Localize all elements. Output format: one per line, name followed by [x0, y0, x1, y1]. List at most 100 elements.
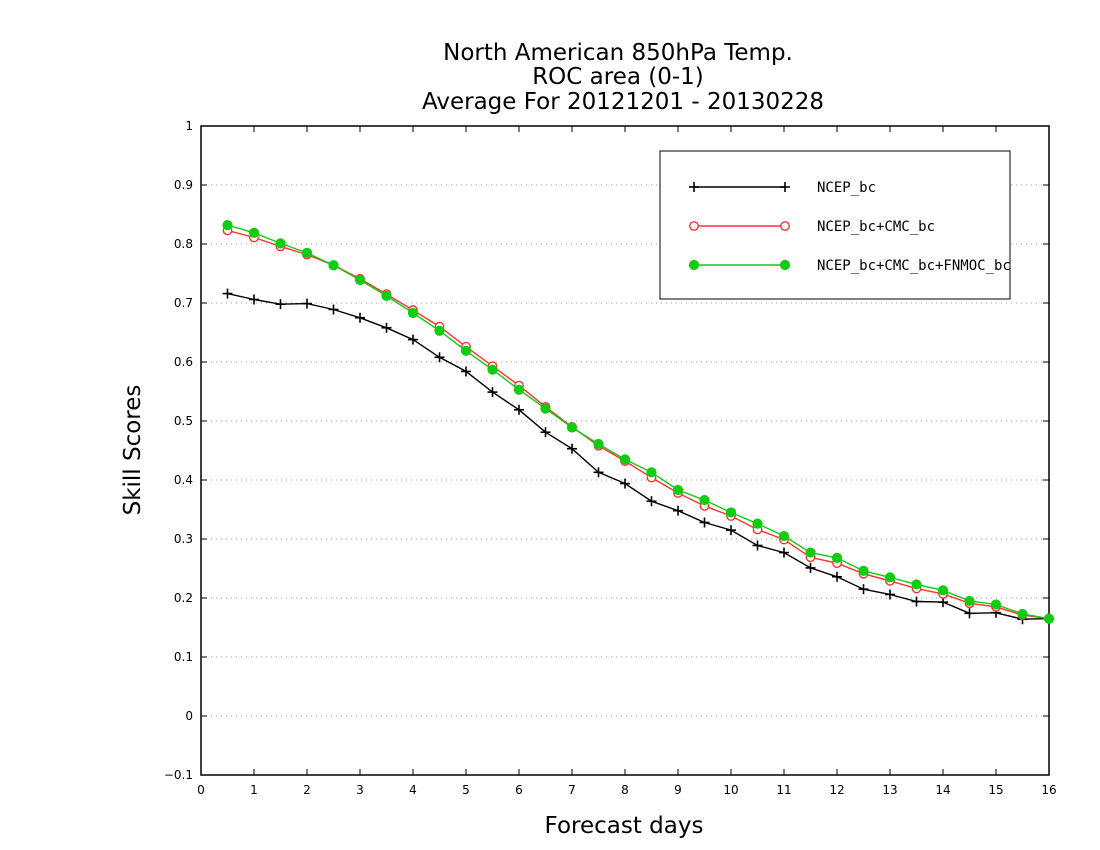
data-point [540, 403, 551, 414]
x-tick-label: 9 [674, 783, 682, 797]
data-point [513, 384, 525, 395]
data-point [964, 608, 975, 619]
data-point [752, 540, 763, 551]
legend-items: NCEP_bc NCEP_bc+CMC_bc NCEP_bc+CMC_bc+FNMO… [688, 180, 1011, 274]
legend-item-1: NCEP_bc+CMC_bc [689, 219, 935, 235]
data-point [911, 596, 922, 607]
y-tick-label: 0.1 [174, 650, 193, 664]
legend-box [659, 150, 1011, 300]
data-point [646, 496, 657, 507]
data-point [911, 579, 922, 590]
x-tick-label: 2 [303, 783, 311, 797]
data-point [567, 443, 577, 454]
legend-item-2: NCEP_bc+CMC_bc+FNMOC_bc [688, 258, 1011, 274]
data-point [938, 597, 948, 608]
y-tick-label: 0.9 [174, 178, 193, 192]
data-point [328, 260, 339, 271]
series-line [227, 292, 1050, 620]
data-point [805, 562, 816, 573]
x-tick-label: 5 [462, 783, 470, 797]
legend-marker-end [780, 182, 790, 192]
data-point [778, 530, 790, 542]
data-point [301, 247, 313, 258]
data-point [487, 364, 498, 375]
title-line-1: North American 850hPa Temp. [443, 40, 793, 66]
data-point [408, 334, 418, 345]
y-tick-label: 0.7 [174, 296, 193, 310]
data-point [699, 494, 710, 506]
data-point [275, 238, 286, 249]
data-point [328, 304, 339, 315]
chart-title: North American 850hPa Temp. ROC area (0-… [422, 40, 824, 115]
data-point [964, 595, 975, 607]
legend-marker-end [780, 221, 790, 231]
y-axis-label: Skill Scores [120, 385, 146, 516]
x-tick-label: 6 [515, 783, 523, 797]
y-tick-label: 0 [185, 709, 193, 723]
legend-label: NCEP_bc+CMC_bc [817, 219, 935, 235]
data-point [566, 422, 578, 433]
data-point [460, 345, 472, 356]
y-tick-label: 0.2 [174, 591, 193, 605]
series-0 [222, 288, 1054, 625]
data-point [487, 387, 498, 398]
data-point [434, 352, 445, 363]
data-point [937, 585, 949, 596]
data-point [222, 220, 233, 231]
data-point [725, 507, 737, 518]
x-tick-label: 0 [197, 783, 205, 797]
legend: NCEP_bc NCEP_bc+CMC_bc NCEP_bc+CMC_bc+FNMO… [659, 150, 1011, 300]
data-point [646, 467, 657, 478]
series-layer [222, 220, 1055, 625]
y-tick-label: 0.3 [174, 532, 193, 546]
data-point [407, 307, 419, 319]
x-tick-label: 8 [621, 783, 629, 797]
x-tick-label: 14 [935, 783, 950, 797]
legend-label: NCEP_bc+CMC_bc+FNMOC_bc [817, 258, 1011, 274]
y-tick-label: 0.4 [174, 473, 193, 487]
title-line-2: ROC area (0-1) [532, 64, 704, 90]
x-tick-label: 16 [1041, 783, 1056, 797]
data-point [805, 547, 816, 558]
data-point [858, 584, 869, 595]
data-point [355, 312, 365, 323]
data-point [726, 525, 736, 536]
y-tick-label: 1 [185, 119, 193, 133]
x-tick-label: 4 [409, 783, 417, 797]
data-point [699, 517, 710, 528]
data-point [858, 565, 869, 576]
x-tick-label: 10 [723, 783, 738, 797]
x-axis-label: Forecast days [545, 813, 704, 839]
data-point [540, 427, 551, 438]
axis-ticks: −0.100.10.20.30.40.50.60.70.80.910 1 2 3 4 5 6… [164, 119, 1057, 797]
data-point [222, 288, 233, 299]
data-point [884, 572, 896, 583]
data-point [249, 294, 259, 305]
x-tick-label: 7 [568, 783, 576, 797]
data-point [673, 505, 683, 516]
data-point [752, 518, 763, 529]
x-tick-label: 11 [776, 783, 791, 797]
data-point [514, 404, 524, 415]
data-point [832, 571, 842, 582]
series-2 [222, 220, 1055, 624]
data-point [593, 467, 604, 478]
data-point [620, 478, 630, 489]
x-tick-label: 13 [882, 783, 897, 797]
x-tick-label: 3 [356, 783, 364, 797]
data-point [275, 299, 286, 310]
data-point [381, 322, 392, 333]
data-point [354, 274, 366, 286]
x-tick-label: 15 [988, 783, 1003, 797]
data-point [248, 227, 260, 238]
data-point [381, 290, 392, 302]
data-point [434, 325, 445, 336]
legend-label: NCEP_bc [817, 180, 876, 196]
legend-marker-start [689, 221, 699, 231]
legend-item-0: NCEP_bc [689, 180, 876, 196]
data-point [885, 589, 895, 600]
plot-frame [200, 125, 1050, 776]
title-line-3: Average For 20121201 - 20130228 [422, 89, 824, 115]
x-tick-label: 12 [829, 783, 844, 797]
